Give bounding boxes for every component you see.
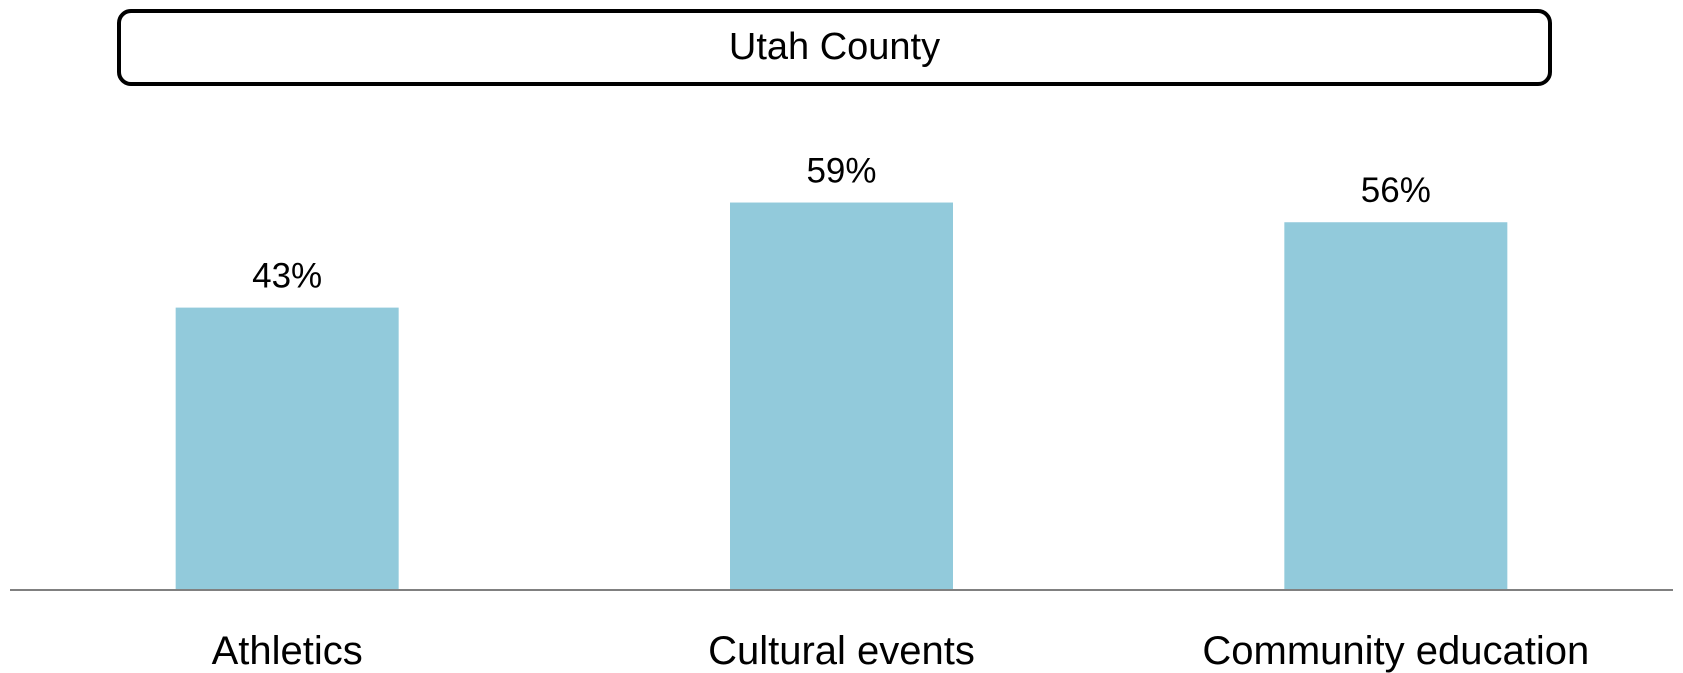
bar-cultural-events	[730, 202, 953, 591]
value-label-community-education: 56%	[1361, 171, 1431, 210]
chart-title: Utah County	[117, 9, 1552, 86]
value-label-cultural-events: 59%	[806, 152, 876, 191]
value-label-athletics: 43%	[252, 257, 322, 296]
bars-group	[175, 202, 1508, 591]
bar-athletics	[175, 307, 399, 590]
category-label-community-education: Community education	[1202, 629, 1589, 673]
category-label-cultural-events: Cultural events	[708, 629, 975, 673]
category-label-athletics: Athletics	[212, 629, 363, 673]
category-labels-group: Athletics Cultural events Community educat…	[212, 629, 1590, 673]
bar-community-education	[1284, 222, 1508, 590]
value-labels-group: 43% 59% 56%	[252, 152, 1431, 296]
